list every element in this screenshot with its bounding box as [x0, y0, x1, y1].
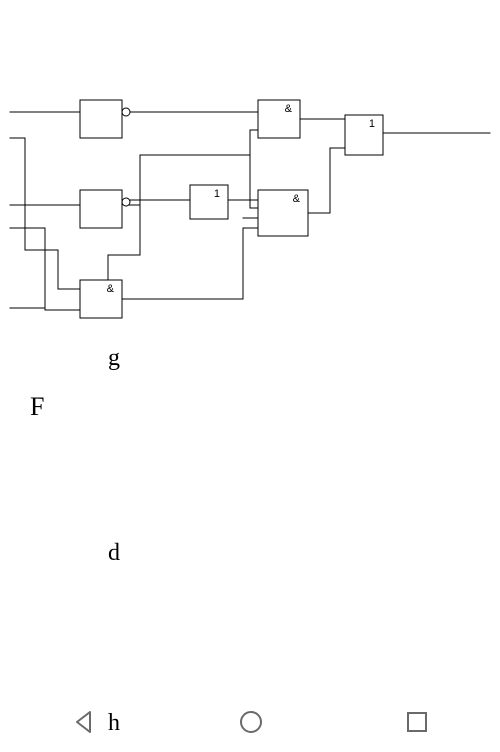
svg-text:1: 1	[369, 118, 375, 130]
nav-back-button[interactable]	[71, 709, 97, 735]
svg-text:&: &	[285, 103, 293, 115]
label-F: F	[30, 392, 44, 422]
svg-text:&: &	[293, 193, 301, 205]
android-nav-bar	[0, 692, 500, 752]
nav-home-button[interactable]	[238, 709, 264, 735]
svg-text:1: 1	[214, 188, 220, 200]
label-d: d	[108, 540, 120, 567]
logic-circuit-diagram: & 1 & & 1	[0, 0, 500, 340]
label-g: g	[108, 345, 120, 372]
svg-text:&: &	[107, 283, 115, 295]
nav-recent-button[interactable]	[405, 710, 429, 734]
